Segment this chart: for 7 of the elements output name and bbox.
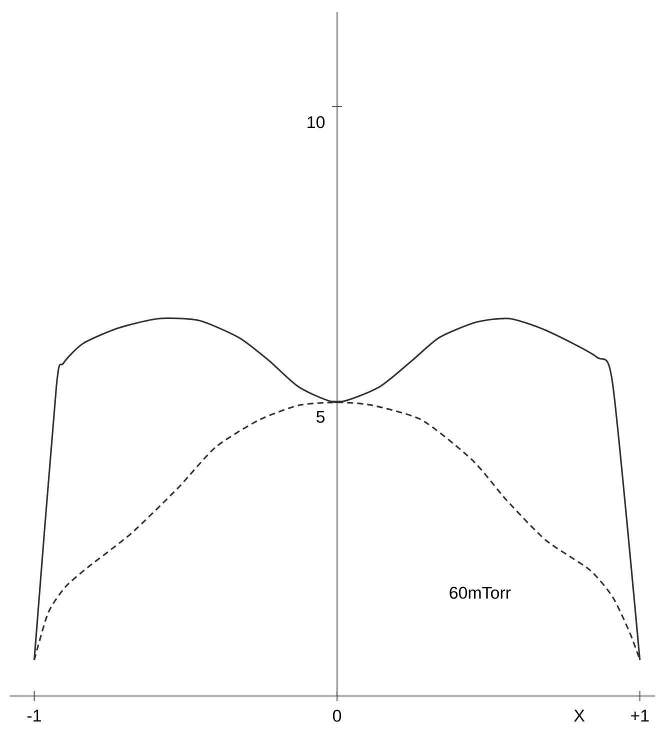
x-tick-label: +1	[631, 710, 649, 722]
x-tick-label: 0	[332, 710, 342, 722]
x-axis-title: X	[574, 710, 585, 722]
x-tick-label: -1	[27, 710, 41, 722]
y-tick-label: 10	[308, 116, 325, 128]
annotation: 60mTorr	[450, 586, 511, 599]
y-tick-label: 5	[316, 410, 325, 423]
